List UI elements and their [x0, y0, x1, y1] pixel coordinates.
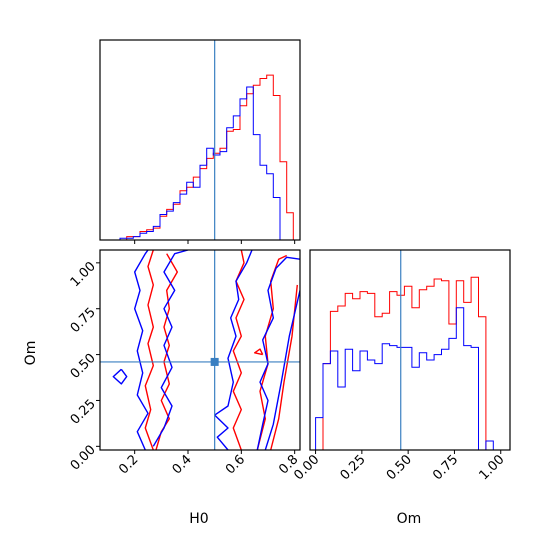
contour-red-2 — [232, 250, 245, 450]
hist-om-x-tick-label-2: 0.50 — [384, 452, 415, 483]
contour-y-tick-label-0: 0.00 — [68, 443, 99, 474]
contour-blue-0 — [134, 250, 149, 450]
contour-blue-3 — [214, 250, 253, 450]
hist-om-x-tick-label-1: 0.25 — [338, 452, 369, 483]
xlabel-om: Om — [397, 511, 422, 527]
hist-h0-frame — [99, 39, 301, 241]
contour-y-tick-label-4: 1.00 — [68, 259, 99, 290]
contour-x-tick-label-1: 0.4 — [170, 452, 195, 477]
contour-red-3 — [256, 254, 287, 450]
hist-om-x-tick-label-3: 0.75 — [430, 452, 461, 483]
contour-red-1 — [144, 250, 154, 450]
hist-h0-red-series — [100, 74, 300, 241]
hist-om-blue-series — [310, 307, 510, 451]
contour-blue-1 — [152, 250, 189, 447]
contour-frame — [99, 249, 301, 451]
contour-blue-5 — [264, 290, 300, 450]
hist-om-x-tick-label-4: 1.00 — [476, 452, 507, 483]
hist-om-red-series — [310, 276, 510, 451]
contour-blue-4 — [256, 256, 300, 450]
hist-h0-panel — [99, 39, 301, 244]
contour-x-tick-label-2: 0.6 — [223, 452, 248, 477]
hist-om-x-tick-label-0: 0.00 — [291, 452, 322, 483]
contour-y-tick-label-1: 0.25 — [68, 397, 99, 428]
contour-lines — [112, 250, 300, 450]
truth-marker — [210, 357, 219, 366]
contour-y-tick-label-3: 0.75 — [68, 305, 99, 336]
contour-panel: 0.2 0.4 0.6 0.80.000.250.500.751.00 — [68, 249, 301, 477]
ylabel-om: Om — [23, 341, 39, 366]
xlabel-h0: H0 — [189, 511, 208, 527]
contour-blue-2 — [112, 368, 128, 385]
contour-y-tick-label-2: 0.50 — [68, 351, 99, 382]
hist-om-frame — [309, 249, 511, 451]
contour-x-tick-label-0: 0.2 — [116, 452, 141, 477]
hist-h0-blue-series — [100, 86, 300, 241]
contour-red-5 — [254, 348, 264, 356]
hist-om-panel: 0.00 0.25 0.50 0.75 1.00 — [291, 249, 511, 483]
